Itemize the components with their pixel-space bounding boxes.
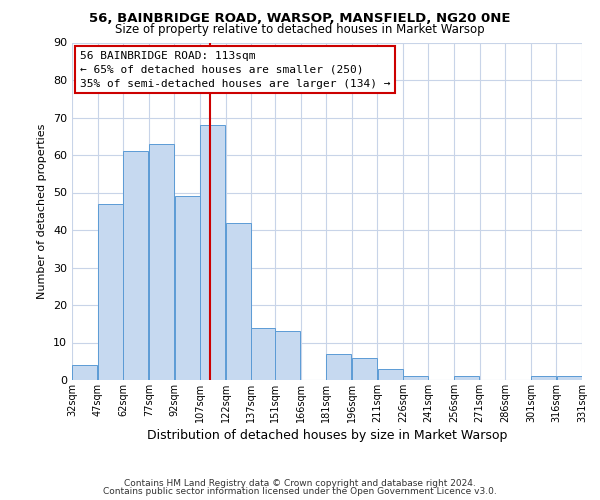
Bar [226,222,251,380]
Text: Size of property relative to detached houses in Market Warsop: Size of property relative to detached ho… [115,22,485,36]
Bar [275,331,301,380]
Y-axis label: Number of detached properties: Number of detached properties [37,124,47,299]
Text: 56, BAINBRIDGE ROAD, WARSOP, MANSFIELD, NG20 0NE: 56, BAINBRIDGE ROAD, WARSOP, MANSFIELD, … [89,12,511,26]
Bar [352,358,377,380]
Bar [326,354,352,380]
Bar [124,151,148,380]
Bar [175,196,200,380]
Bar [403,376,428,380]
Bar [454,376,479,380]
X-axis label: Distribution of detached houses by size in Market Warsop: Distribution of detached houses by size … [147,429,507,442]
Text: 56 BAINBRIDGE ROAD: 113sqm
← 65% of detached houses are smaller (250)
35% of sem: 56 BAINBRIDGE ROAD: 113sqm ← 65% of deta… [80,51,390,89]
Bar [377,369,403,380]
Bar [98,204,123,380]
Bar [200,125,225,380]
Bar [149,144,174,380]
Bar [251,328,275,380]
Bar [72,365,97,380]
Text: Contains public sector information licensed under the Open Government Licence v3: Contains public sector information licen… [103,487,497,496]
Bar [557,376,582,380]
Text: Contains HM Land Registry data © Crown copyright and database right 2024.: Contains HM Land Registry data © Crown c… [124,478,476,488]
Bar [531,376,556,380]
